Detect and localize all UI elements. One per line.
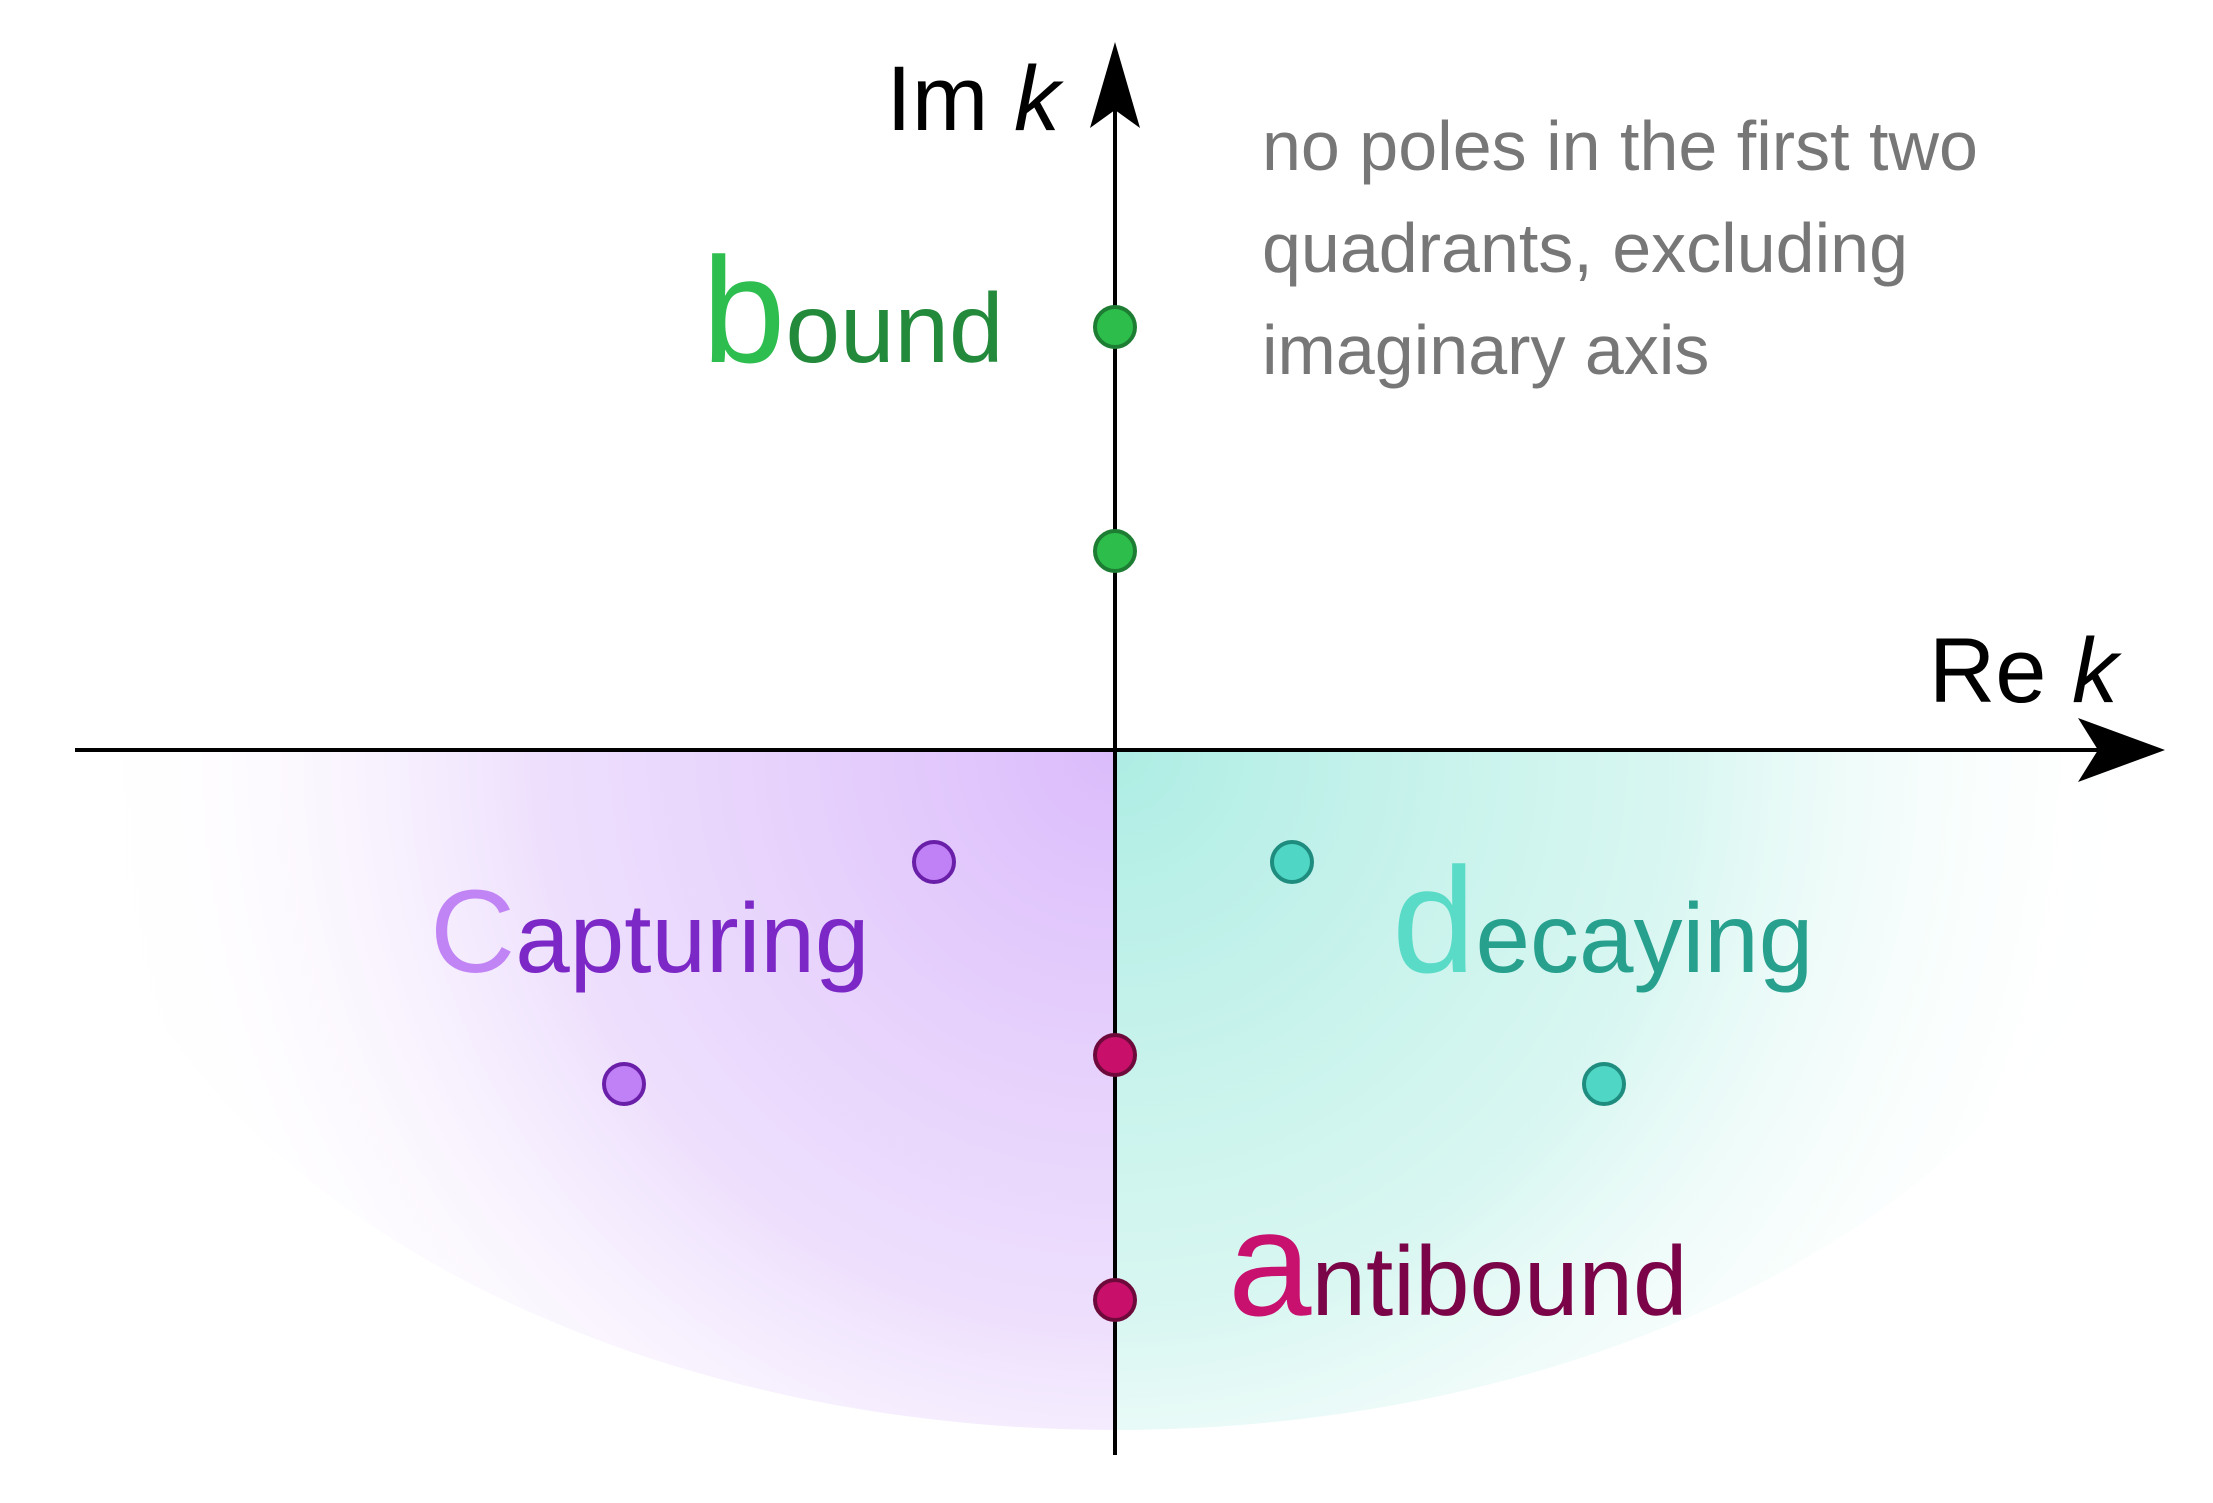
- capturing-region: [75, 750, 1115, 1430]
- bound-label: bound: [702, 226, 1003, 394]
- capturing-pole: [912, 840, 956, 884]
- note-line-3: imaginary axis: [1262, 311, 1709, 389]
- decaying-region: [1115, 750, 2155, 1430]
- antibound-label: antibound: [1228, 1179, 1687, 1347]
- antibound-pole: [1093, 1033, 1137, 1077]
- capturing-pole: [602, 1062, 646, 1106]
- bound-pole: [1093, 529, 1137, 573]
- imaginary-axis-arrowhead: [1090, 42, 1140, 128]
- imaginary-axis-label: Im k: [886, 48, 1064, 150]
- real-axis-label: Re k: [1929, 620, 2122, 722]
- decaying-pole: [1582, 1062, 1626, 1106]
- antibound-pole: [1093, 1278, 1137, 1322]
- bound-pole: [1093, 305, 1137, 349]
- decaying-label: decaying: [1392, 836, 1813, 1004]
- decaying-pole: [1270, 840, 1314, 884]
- note-line-1: no poles in the first two: [1262, 107, 1978, 185]
- real-axis-arrowhead: [2078, 718, 2165, 782]
- note-line-2: quadrants, excluding: [1262, 209, 1908, 287]
- capturing-label: Capturing: [430, 866, 869, 998]
